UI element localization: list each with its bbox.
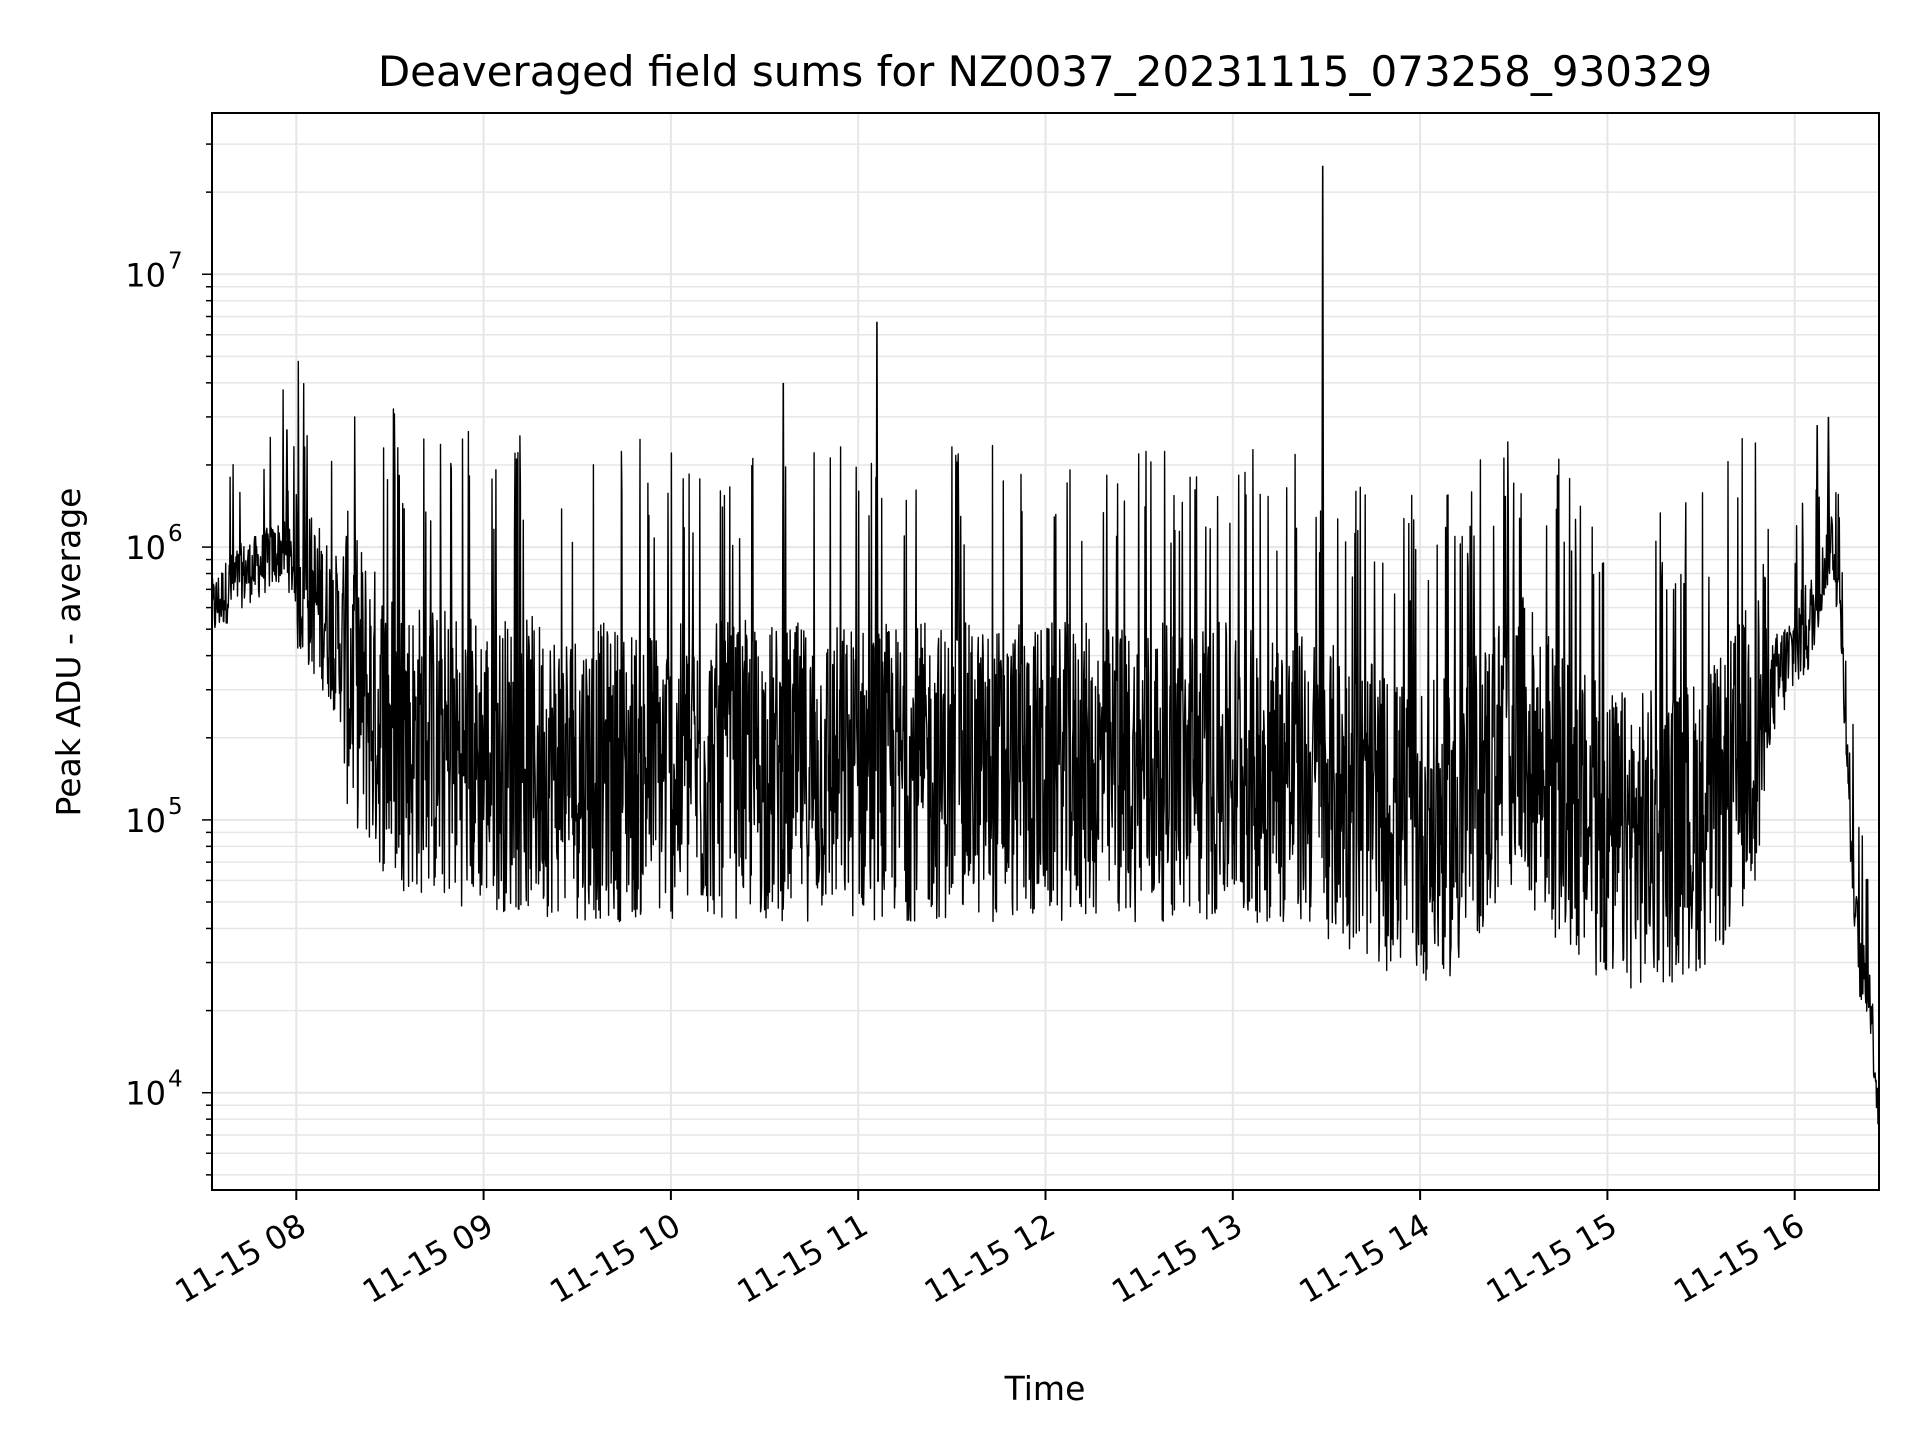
y-tick-label: 10: [125, 256, 166, 294]
y-tick-label: 10: [125, 529, 166, 567]
x-axis-title: Time: [1004, 1369, 1086, 1408]
spike-mark: [1815, 425, 1819, 601]
y-axis-title: Peak ADU - average: [49, 488, 88, 817]
spike-mark: [1826, 416, 1831, 551]
spike-mark: [1320, 165, 1325, 788]
spike-mark: [781, 382, 786, 772]
series-line: [212, 360, 1879, 1142]
spike-mark: [875, 321, 879, 772]
y-tick-label: 10: [125, 1075, 166, 1113]
y-tick-exponent: 4: [168, 1067, 183, 1093]
y-tick-label: 10: [125, 802, 166, 840]
y-tick-exponent: 6: [168, 521, 183, 547]
y-tick-exponent: 5: [168, 794, 183, 820]
y-tick-exponent: 7: [168, 248, 183, 274]
plot-lines: [212, 165, 1879, 1142]
spike-mark: [285, 429, 289, 556]
chart-title: Deaveraged field sums for NZ0037_2023111…: [378, 47, 1712, 96]
